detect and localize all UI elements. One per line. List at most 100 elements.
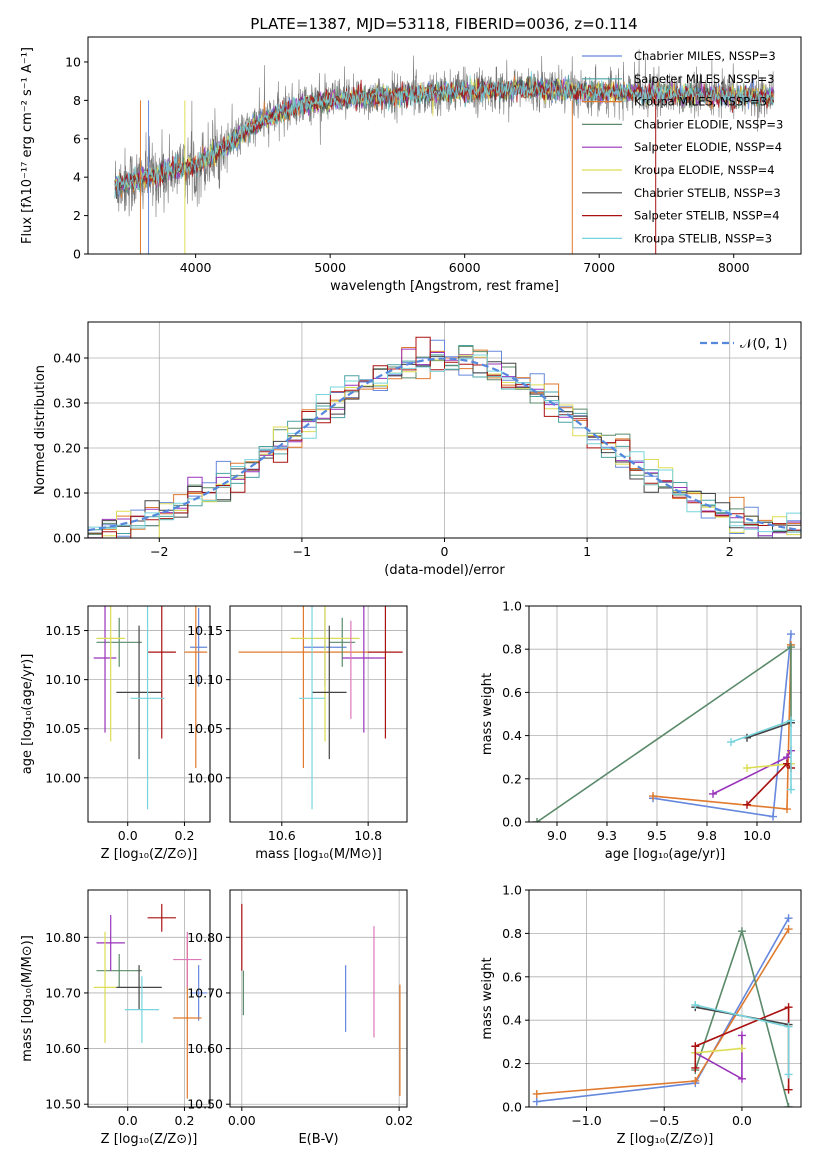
y-tick-label: 10.15 [187, 623, 223, 638]
series-marker [783, 759, 791, 768]
legend-label: Salpeter ELODIE, NSSP=4 [634, 140, 782, 154]
y-tick-label: 2 [73, 208, 81, 223]
series-marker [533, 818, 541, 822]
y-tick-label: 10.50 [45, 1097, 81, 1112]
y-tick-label: 0.6 [502, 969, 522, 984]
series-marker [783, 805, 791, 814]
plot-area [532, 914, 793, 1107]
series-marker [787, 630, 795, 639]
series-marker [784, 1070, 793, 1079]
y-tick-label: 10.80 [45, 930, 81, 945]
data-point [312, 625, 347, 760]
y-tick-label: 0.2 [502, 771, 522, 786]
x-tick-label: 5000 [314, 260, 346, 275]
legend-label: Chabrier ELODIE, NSSP=3 [634, 117, 783, 131]
figure-title: PLATE=1387, MJD=53118, FIBERID=0036, z=0… [250, 15, 637, 33]
y-tick-label: 10 [65, 54, 81, 69]
data-point [96, 953, 142, 988]
x-tick-label: 8000 [718, 260, 750, 275]
plot-area [88, 336, 801, 538]
plot-area [93, 903, 208, 1099]
series-line [746, 762, 792, 769]
x-tick-label: 0 [441, 544, 449, 559]
series-line [695, 1047, 742, 1054]
y-axis-label: mass weight [480, 673, 495, 755]
axes-frame [528, 889, 802, 1108]
x-tick-label: 6000 [449, 260, 481, 275]
x-tick-label: −1 [293, 544, 311, 559]
legend-label: 𝒩(0, 1) [740, 337, 787, 352]
axes-frame [229, 889, 408, 1108]
axes-frame [87, 889, 211, 1108]
y-tick-label: 10.80 [187, 930, 223, 945]
model-spectrum [114, 71, 775, 195]
series-marker [691, 1076, 700, 1085]
x-tick-label: 9.0 [547, 828, 567, 843]
residual-histogram [88, 354, 801, 533]
series-marker [769, 812, 777, 821]
x-tick-label: 0.2 [175, 1113, 195, 1128]
x-tick-label: 4000 [180, 260, 212, 275]
y-tick-label: 10.10 [187, 672, 223, 687]
axes-frame [87, 36, 802, 255]
plot-area [533, 630, 795, 822]
x-tick-label: 10.8 [354, 828, 382, 843]
x-axis-label: (data-model)/error [384, 563, 505, 578]
x-tick-label: 0.02 [385, 1113, 413, 1128]
y-tick-label: 10.05 [45, 721, 81, 736]
data-point [190, 607, 208, 687]
y-tick-label: 10.00 [45, 770, 81, 785]
data-point [173, 931, 202, 988]
x-tick-label: 2 [726, 544, 734, 559]
y-axis-label: mass weight [480, 957, 495, 1039]
x-tick-label: −1.0 [571, 1113, 601, 1128]
data-point [184, 606, 208, 768]
legend: 𝒩(0, 1) [700, 337, 787, 352]
data-point [96, 915, 125, 971]
x-axis-label: age [log₁₀(age/yr)] [605, 847, 726, 862]
y-tick-label: 10.10 [45, 672, 81, 687]
series-marker [784, 1003, 793, 1012]
x-axis-label: mass [log₁₀(M/M⊙)] [255, 847, 382, 862]
y-tick-label: 0.0 [502, 815, 522, 830]
data-point [116, 965, 162, 1010]
legend-label: Kroupa ELODIE, NSSP=4 [634, 163, 775, 177]
x-tick-label: 10.0 [743, 828, 771, 843]
series-marker [727, 738, 735, 747]
legend: Chabrier MILES, NSSP=3 Salpeter MILES, NS… [582, 49, 783, 245]
x-axis-label: Z [log₁₀(Z/Z⊙)] [617, 1132, 714, 1147]
data-point [93, 931, 117, 1044]
chart-age_vs_z: 0.0 0.2 10.00 10.05 10.10 10.15 Z [log₁₀(Z/Z⊙)… [20, 605, 211, 862]
data-point [368, 606, 403, 739]
x-tick-label: −2 [150, 544, 168, 559]
series-marker [787, 643, 795, 652]
y-tick-label: 0.8 [502, 642, 522, 657]
y-tick-label: 0 [73, 247, 81, 262]
chart-mass_vs_ebv: 0.00 0.02 10.50 10.60 10.70 10.80 E(B-V) [187, 889, 413, 1147]
y-tick-label: 0.8 [502, 926, 522, 941]
chart-mass_weight_vs_age: 9.0 9.3 9.5 9.8 10.0 0.0 0.2 0.4 0.6 0.8 1.0 age [l… [480, 599, 802, 862]
plot-area [114, 49, 775, 254]
plot-area [93, 606, 208, 810]
data-point [299, 606, 325, 810]
series-marker [737, 927, 746, 936]
y-tick-label: 0.0 [502, 1100, 522, 1115]
chart-age_vs_mass: 10.6 10.8 10.00 10.05 10.10 10.15 mass [log₁₀(… [187, 605, 408, 862]
x-tick-label: 9.5 [647, 828, 667, 843]
series-line [536, 928, 790, 1095]
y-axis-label: mass [log₁₀(M/M⊙)] [20, 935, 35, 1062]
data-point [116, 625, 162, 760]
chart-mass_weight_vs_z: −1.0 −0.5 0.0 0.0 0.2 0.4 0.6 0.8 1.0 Z [log₁₀(Z/… [480, 883, 802, 1147]
series-marker [787, 785, 795, 794]
y-tick-label: 0.30 [53, 396, 81, 411]
data-point [96, 606, 125, 742]
y-tick-label: 10.60 [45, 1041, 81, 1056]
x-tick-label: 0.2 [175, 828, 195, 843]
x-axis-label: Z [log₁₀(Z/Z⊙)] [101, 847, 198, 862]
data-point [130, 606, 165, 810]
y-tick-label: 10.70 [45, 985, 81, 1000]
y-tick-label: 0.00 [53, 531, 81, 546]
series-line [746, 721, 792, 739]
series-marker [691, 1001, 700, 1010]
